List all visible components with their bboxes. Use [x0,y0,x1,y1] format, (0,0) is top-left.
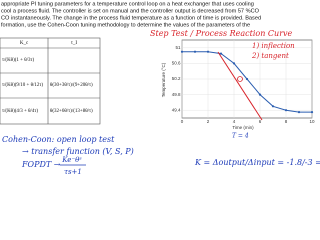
annotation: T = 4 [232,133,249,140]
problem-line: CO instantaneously. The change in the pr… [1,15,261,21]
x-tick-label: 0 [181,119,184,124]
note: Cohen-Coon: open loop test [2,135,115,144]
x-tick-label: 4 [233,119,236,124]
note: FOPDT → [21,160,61,169]
x-tick-label: 10 [309,119,315,124]
data-point [193,50,197,53]
note: → transfer function (V, S, P) [22,147,134,156]
table-cell: θ(32+6θ/τ)/(13+8θ/τ) [50,109,93,114]
tangent-line [217,51,263,121]
table-border [0,37,101,125]
note: Ke⁻θˢ [61,156,82,164]
data-point [180,50,184,53]
x-tick-label: 8 [285,119,288,124]
table-cell: τ/(Kθ)(9/10 + θ/12τ) [2,83,43,88]
y-tick-label: 50.6 [172,61,181,66]
problem-line: formation, use the Cohen-Coon tuning met… [1,22,250,28]
data-point [258,93,262,96]
table-cell: τ/(Kθ)(4/3 + θ/4τ) [2,109,38,114]
table-cell: θ(30+3θ/τ)/(9+20θ/τ) [50,83,93,88]
data-point [310,111,314,114]
problem-line: cool a process fluid. The controller is … [1,8,260,14]
data-point [297,111,301,114]
annotation: 1) inflection [252,42,295,50]
table-header: τ_I [71,41,78,46]
data-point [245,77,249,81]
data-point [219,52,223,55]
data-point [284,109,288,112]
x-tick-label: 2 [207,119,210,124]
table-header: K_c [20,41,29,46]
y-tick-label: 49.4 [172,107,181,112]
data-point [206,50,210,53]
y-tick-label: 49.8 [172,92,181,97]
y-axis-label: Temperature (°C) [161,62,166,97]
y-tick-label: 50.2 [172,76,181,81]
data-point [232,62,236,65]
x-tick-label: 6 [259,119,262,124]
problem-line: appropriate PI tuning parameters for a t… [1,1,254,7]
data-point [271,105,275,108]
page: appropriate PI tuning parameters for a t… [0,1,320,176]
inflection-marker [237,76,243,82]
annotation: 2) tangent [251,52,289,60]
note: τs+1 [64,168,82,176]
plot-title: Step Test / Process Reaction Curve [150,29,293,38]
note: K = Δoutput/Δinput = -1.8/-3 = 0.6 [194,158,320,167]
y-tick-label: 51 [175,45,181,50]
x-axis-label: Time (min) [232,125,254,130]
plot: 49.4 49.8 50.2 50.6 51 0 2 4 6 8 10 [172,39,315,124]
table: K_c τ_I τ/(Kθ)(1 + θ/3τ) τ/(Kθ)(9/10 + θ… [0,37,101,125]
table-cell: τ/(Kθ)(1 + θ/3τ) [2,58,35,63]
